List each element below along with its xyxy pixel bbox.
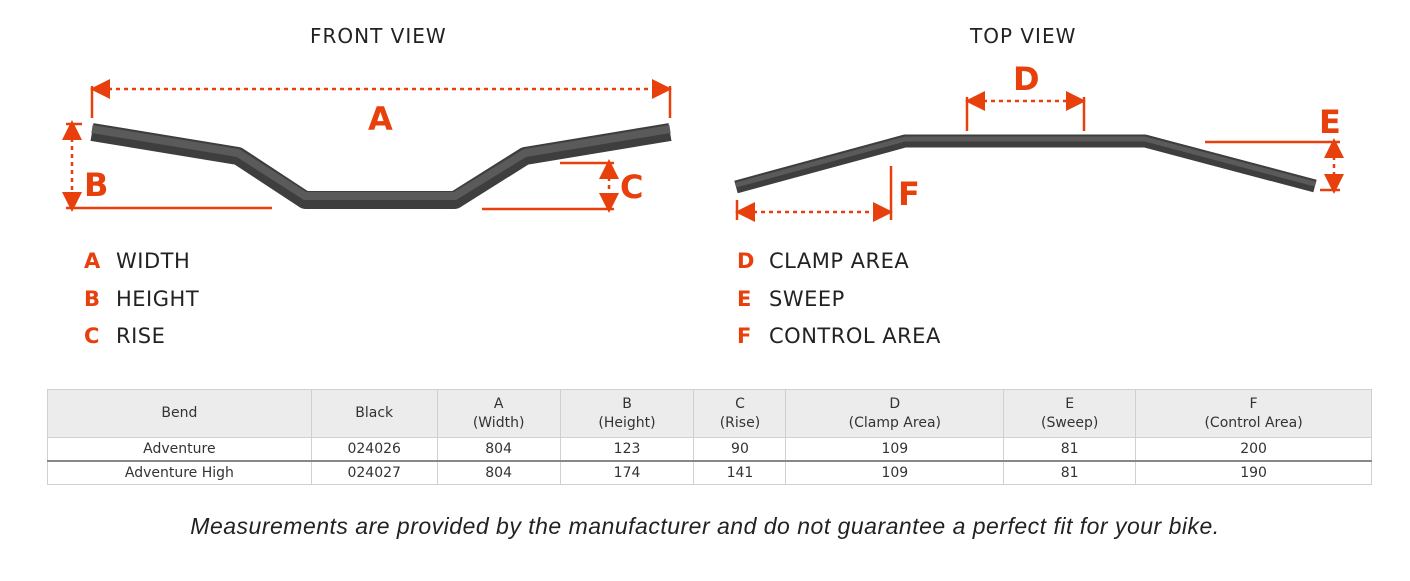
legend-item: C RISE [84,324,166,348]
column-header: C (Rise) [693,389,787,438]
legend-item: D CLAMP AREA [737,249,910,273]
top-handlebar [734,134,1317,194]
diagram-drawing [62,79,1344,222]
table-cell: 81 [1003,437,1137,462]
table-row: Adventure 024026 804 123 90 109 81 200 [47,437,1372,462]
column-header: F (Control Area) [1135,389,1372,438]
label-f: F [898,175,920,213]
top-legend: D CLAMP AREA E SWEEP F CONTROL AREA [737,243,941,356]
column-header: D (Clamp Area) [785,389,1005,438]
table-cell: 174 [559,460,695,485]
table-cell: 123 [559,437,695,462]
legend-item: E SWEEP [737,286,845,311]
table-cell: 190 [1135,460,1372,485]
table-cell: 024026 [310,437,438,462]
disclaimer-note: Measurements are provided by the manufac… [190,513,1220,539]
table-header: Bend Black A (Width) B (Height) C (Rise) D (Clamp… [47,389,1372,438]
label-c: C [620,168,644,206]
table-cell: 90 [693,437,787,462]
top-view-title: TOP VIEW [970,24,1077,48]
legend-item: F CONTROL AREA [737,324,941,348]
table-cell: Adventure High [47,460,312,485]
measurements-table: Bend Black A (Width) B (Height) C (Rise) D (Clamp… [47,389,1372,485]
table-cell: 200 [1135,437,1372,462]
table-row: Adventure High 024027 804 174 141 109 81 190 [47,460,1372,485]
legend-item: A WIDTH [84,249,191,273]
column-header: B (Height) [559,389,695,438]
front-legend: A WIDTH B HEIGHT C RISE [84,243,199,356]
column-header: A (Width) [436,389,561,438]
table-cell: 141 [693,460,787,485]
label-e: E [1319,103,1341,141]
label-d: D [1013,60,1040,98]
table-cell: 109 [785,460,1005,485]
column-header: Bend [47,389,312,438]
table-cell: 804 [436,460,561,485]
table-cell: Adventure [47,437,312,462]
table-cell: 109 [785,437,1005,462]
label-a: A [368,100,393,138]
legend-item: B HEIGHT [84,286,200,311]
front-handlebar [90,123,672,209]
column-header: Black [310,389,438,438]
table-cell: 804 [436,437,561,462]
column-header: E (Sweep) [1003,389,1137,438]
front-view-title: FRONT VIEW [310,24,447,48]
table-cell: 81 [1003,460,1137,485]
label-b: B [84,166,109,204]
table-cell: 024027 [310,460,438,485]
